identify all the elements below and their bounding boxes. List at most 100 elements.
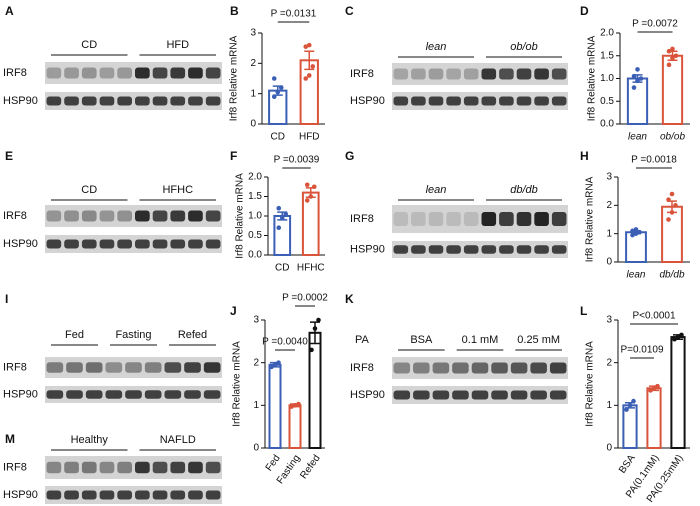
- blot-band: [481, 245, 497, 254]
- blot-band: [393, 362, 411, 374]
- bar: [622, 404, 638, 450]
- data-point: [655, 383, 660, 389]
- panel-letter: C: [345, 4, 354, 18]
- y-tick-label: 3: [606, 172, 612, 183]
- y-tick-label: 3: [250, 28, 256, 39]
- row-label: HSP90: [3, 95, 38, 107]
- y-tick-label: 1.0: [600, 73, 614, 84]
- row-label: IRF8: [350, 362, 374, 374]
- blot-band: [446, 96, 461, 106]
- p-value-label: P =0.0039: [274, 155, 320, 166]
- data-point: [675, 334, 681, 340]
- panel-letter: A: [5, 4, 14, 18]
- data-point: [631, 73, 637, 79]
- blot-band: [481, 68, 497, 80]
- blot-band: [188, 96, 203, 106]
- blot-band: [105, 390, 123, 399]
- data-point: [310, 64, 316, 69]
- data-point: [283, 211, 289, 217]
- blot-band: [188, 461, 203, 474]
- data-point: [666, 197, 671, 202]
- data-point: [670, 46, 675, 52]
- blot-band: [510, 390, 528, 400]
- bar: [268, 363, 282, 449]
- blot-band: [499, 68, 514, 80]
- blot-band: [66, 362, 83, 373]
- blot-band: [64, 461, 79, 474]
- blot-band: [170, 490, 186, 500]
- blot-band: [99, 67, 115, 79]
- x-tick-label: lean: [628, 132, 647, 143]
- blot-band: [188, 67, 203, 79]
- data-point: [630, 228, 635, 234]
- y-tick-label: 0.0: [600, 119, 614, 130]
- blot-band: [393, 245, 409, 254]
- y-tick-label: 0.0: [248, 250, 262, 261]
- row-label: HSP90: [350, 243, 385, 255]
- y-tick-label: 1.5: [600, 50, 614, 61]
- blot-band: [152, 210, 168, 222]
- blot-band: [551, 68, 567, 80]
- x-tick-label: CD: [271, 132, 285, 143]
- data-point: [276, 205, 282, 211]
- bar: [661, 205, 683, 263]
- y-tick-label: 1: [250, 88, 256, 99]
- p-value-label: P=0.0109: [620, 345, 664, 356]
- y-tick-label: 2: [606, 357, 612, 368]
- blot-band: [135, 210, 150, 222]
- blot-band: [152, 461, 168, 474]
- bar: [661, 54, 684, 125]
- blot-band: [411, 68, 426, 80]
- blot-band: [516, 96, 532, 106]
- blot-band: [534, 212, 549, 226]
- p-value-label: P =0.0002: [282, 293, 328, 304]
- panel-letter: D: [580, 4, 589, 18]
- blot-band: [188, 210, 203, 222]
- blot-band: [393, 96, 409, 106]
- y-tick-label: 0.5: [248, 230, 262, 241]
- blot-band: [64, 67, 79, 79]
- data-point: [669, 210, 675, 215]
- blot-band: [135, 96, 150, 106]
- data-point: [279, 215, 285, 221]
- x-tick-label: lean: [627, 270, 646, 281]
- row-label: HSP90: [3, 238, 38, 250]
- blot-band: [46, 461, 62, 474]
- blot-band: [446, 245, 461, 254]
- x-tick-label: HFD: [299, 132, 320, 143]
- bar: [301, 191, 320, 257]
- panel-letter: M: [5, 432, 15, 446]
- y-tick-label: 1: [253, 400, 259, 411]
- row-label: HSP90: [350, 389, 385, 401]
- blot-band: [117, 461, 132, 474]
- x-tick-label: Refed: [298, 453, 322, 481]
- y-tick-label: 3: [606, 315, 612, 326]
- blot-band: [152, 490, 168, 500]
- blot-band: [530, 390, 547, 400]
- blot-band: [66, 390, 83, 399]
- blot-band: [471, 390, 489, 400]
- blot-band: [135, 239, 150, 249]
- blot-band: [413, 362, 430, 374]
- blot-band: [81, 210, 97, 222]
- blot-band: [188, 490, 203, 500]
- y-tick-label: 1.0: [248, 211, 262, 222]
- group-label: CD: [81, 39, 97, 51]
- data-point: [269, 364, 274, 370]
- data-point: [637, 229, 642, 235]
- data-point: [311, 184, 317, 190]
- blot-band: [452, 390, 469, 400]
- data-point: [635, 67, 640, 72]
- data-point: [304, 198, 310, 203]
- data-point: [679, 332, 684, 338]
- blot-band: [205, 210, 221, 222]
- blot-band: [499, 245, 514, 254]
- blot-band: [184, 390, 201, 399]
- data-point: [666, 62, 672, 68]
- data-point: [666, 217, 671, 222]
- row-label: IRF8: [350, 68, 374, 80]
- blot-band: [135, 490, 150, 500]
- data-point: [276, 360, 281, 365]
- row-label: HSP90: [350, 95, 385, 107]
- blot-band: [452, 362, 469, 374]
